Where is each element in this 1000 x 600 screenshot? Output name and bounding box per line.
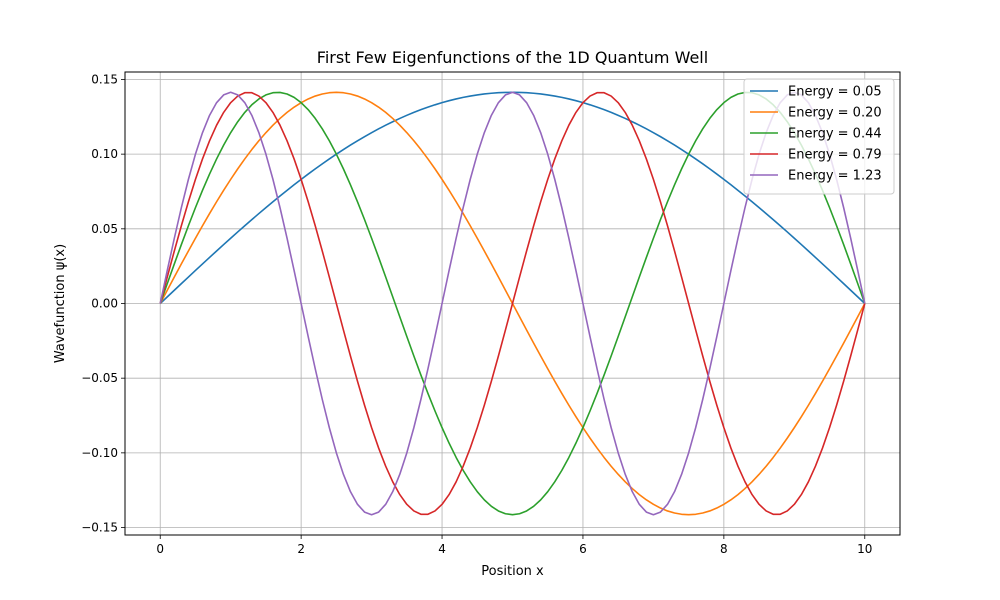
series-line-4 <box>159 91 866 516</box>
y-tick-label: 0.10 <box>91 147 118 161</box>
x-tick-label: 2 <box>297 542 305 556</box>
y-tick-label: −0.05 <box>81 371 118 385</box>
x-tick-label: 4 <box>438 542 446 556</box>
y-tick-label: −0.15 <box>81 521 118 535</box>
x-tick-label: 6 <box>579 542 587 556</box>
y-tick-label: 0.00 <box>91 297 118 311</box>
axis-ticks: 0 2 4 6 8 10 −0.15 −0.10 −0.05 0.00 0.05 0.10 0.15 <box>81 72 872 556</box>
y-tick-label: −0.10 <box>81 446 118 460</box>
legend-label-2: Energy = 0.20 <box>788 106 882 121</box>
y-tick-label: 0.15 <box>91 72 118 86</box>
x-tick-label: 0 <box>156 542 164 556</box>
y-axis-label: Wavefunction ψ(x) <box>53 244 68 363</box>
x-axis-label: Position x <box>481 564 544 579</box>
chart-title: First Few Eigenfunctions of the 1D Quant… <box>317 48 708 67</box>
legend-label-1: Energy = 0.05 <box>788 85 882 100</box>
legend-label-5: Energy = 1.23 <box>788 169 882 184</box>
legend-box <box>743 78 895 195</box>
series-line-5 <box>159 91 866 516</box>
legend: Energy = 0.05 Energy = 0.20 Energy = 0.44 E… <box>743 78 895 195</box>
legend-label-3: Energy = 0.44 <box>788 127 882 142</box>
y-tick-label: 0.05 <box>91 222 118 236</box>
legend-label-4: Energy = 0.79 <box>788 148 882 163</box>
x-tick-label: 10 <box>857 542 872 556</box>
x-tick-label: 8 <box>720 542 728 556</box>
